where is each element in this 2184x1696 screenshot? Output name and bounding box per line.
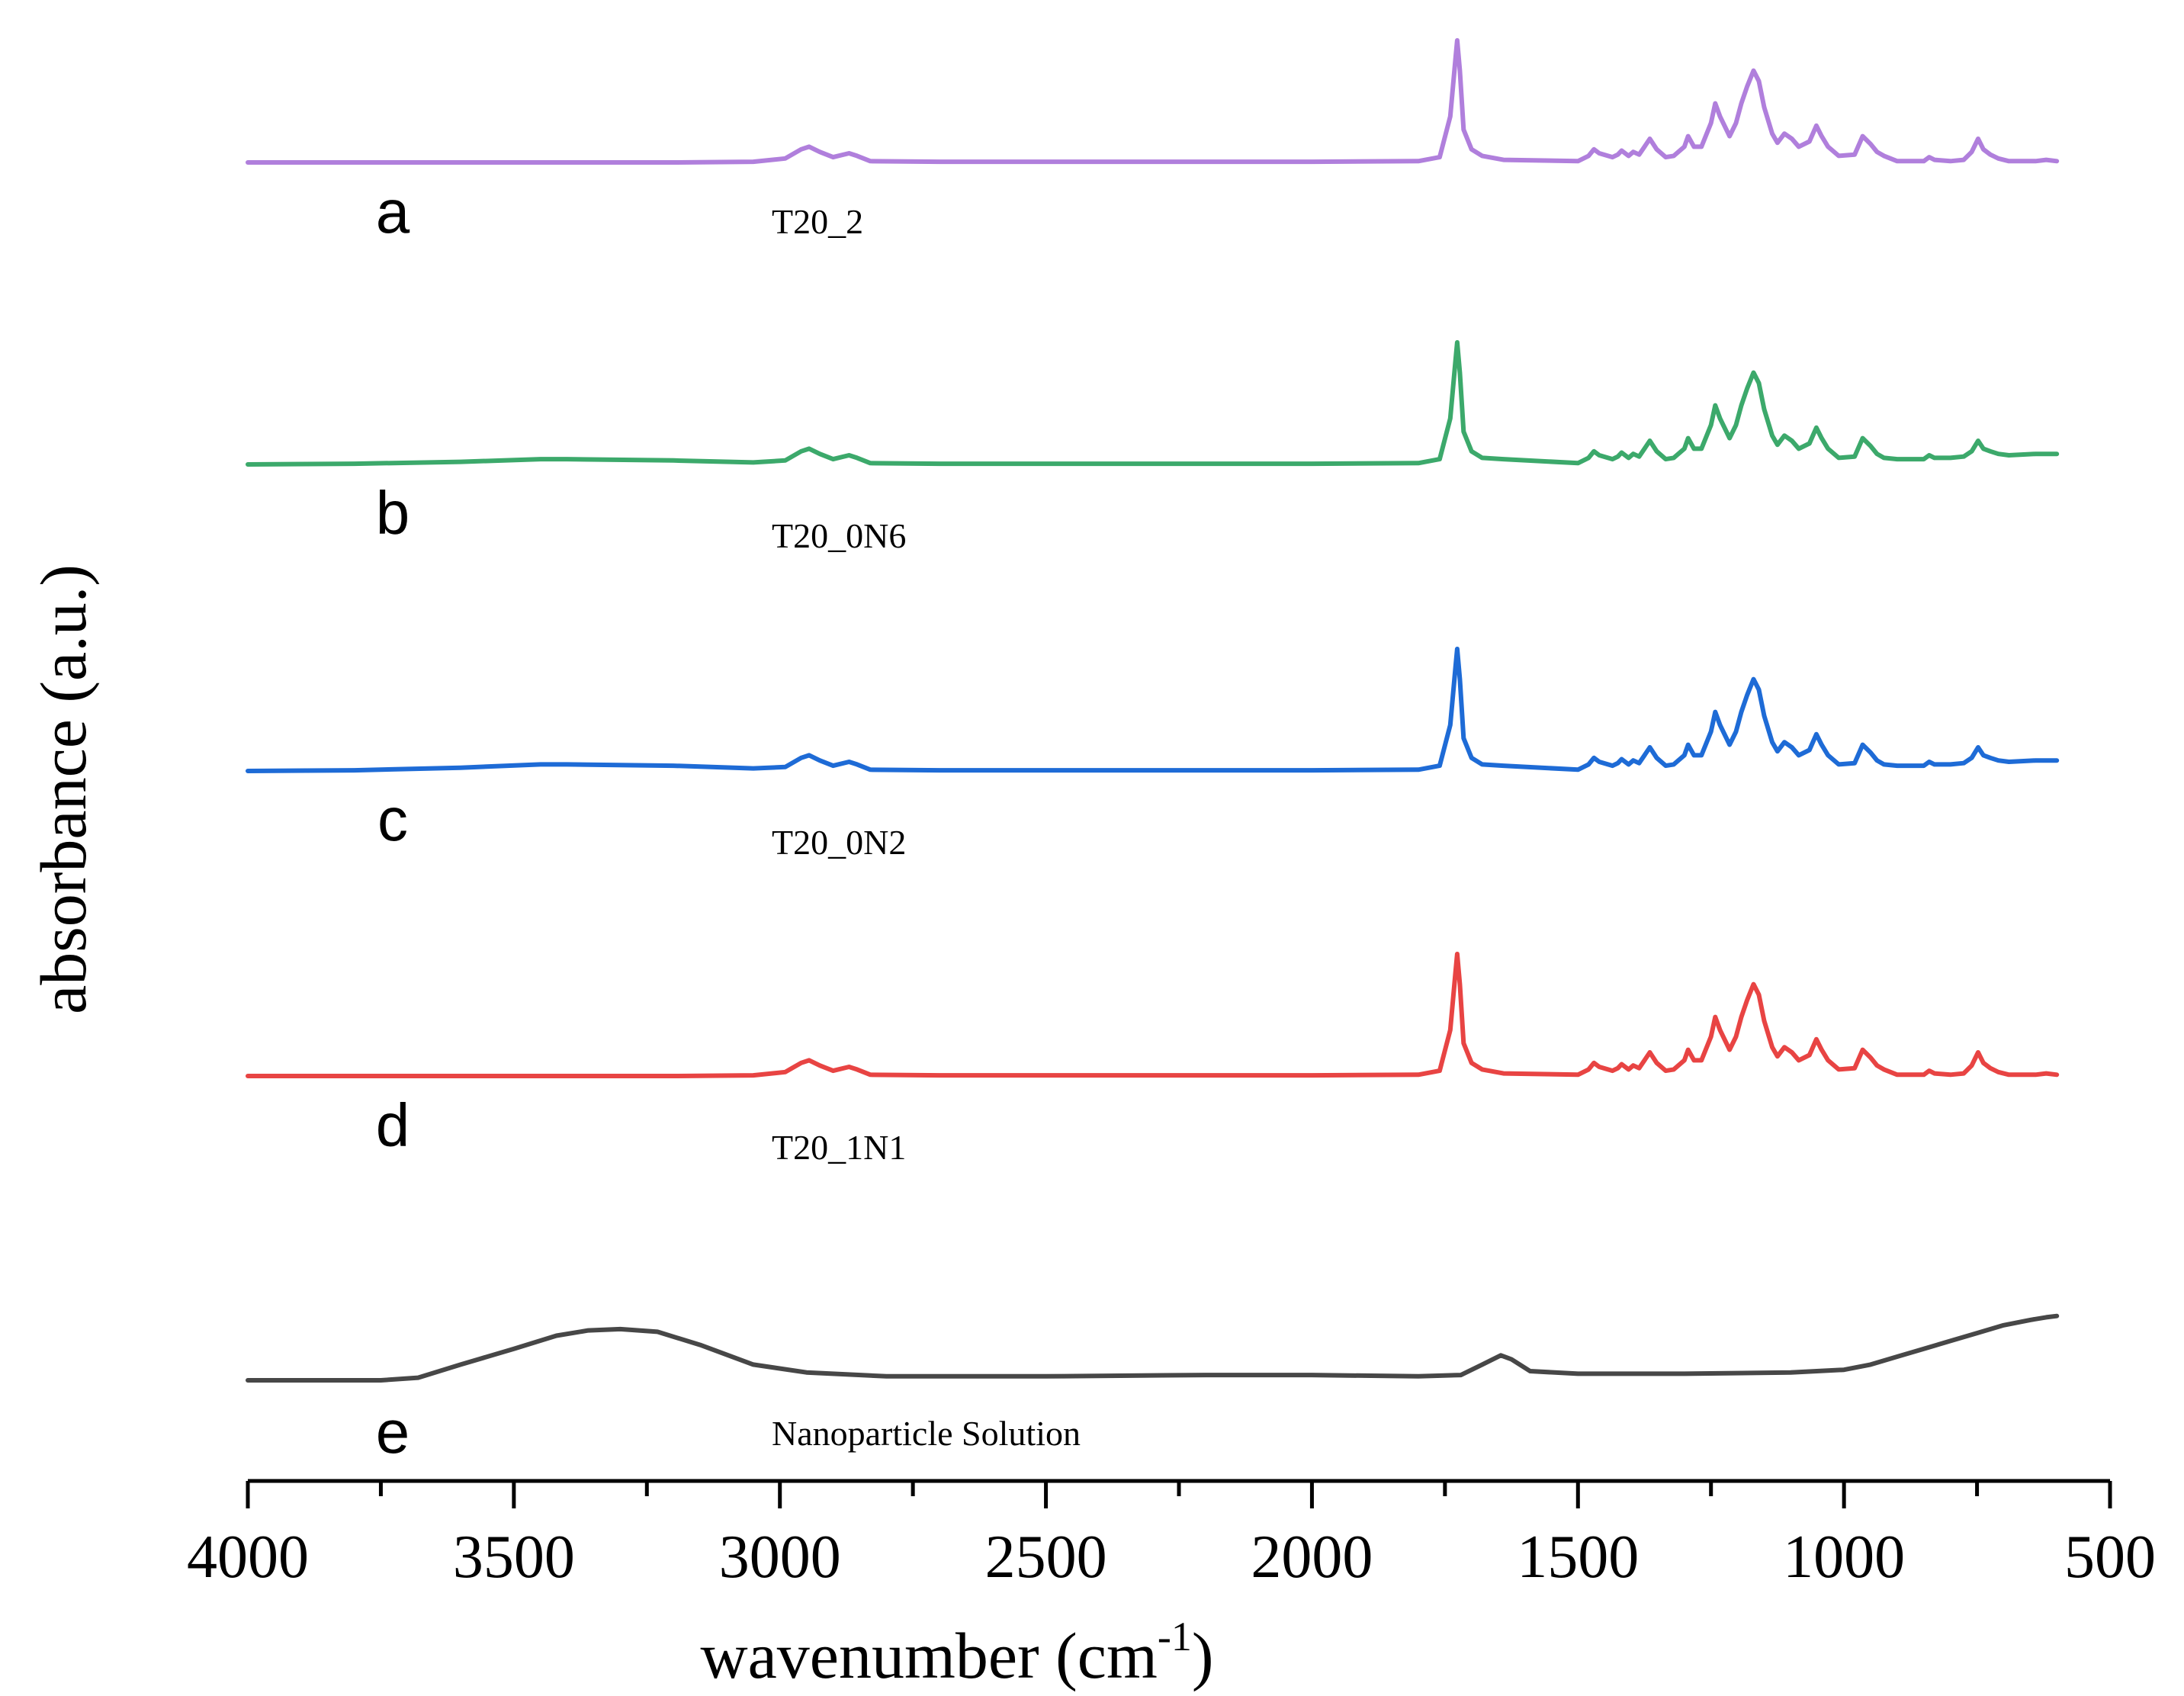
sample-label-e: Nanoparticle Solution: [772, 1414, 1081, 1453]
x-axis-ticks: [246, 1481, 2112, 1508]
sample-labels: T20_2 T20_0N6 T20_0N2 T20_1N1 Nanoparticle S…: [772, 202, 1081, 1453]
x-tick-label-2500: 2500: [985, 1524, 1107, 1591]
trace-e: [246, 1313, 2060, 1383]
sample-label-c: T20_0N2: [772, 823, 906, 862]
trace-b: [246, 340, 2060, 467]
y-axis-title: absorbance (a.u.): [27, 564, 100, 1014]
x-axis: 4000 3500 3000 2500 2000 1500 1000 500: [187, 1479, 2156, 1591]
x-tick-label-1000: 1000: [1783, 1524, 1905, 1591]
x-tick-label-3500: 3500: [453, 1524, 575, 1591]
trace-letter-e: e: [376, 1398, 410, 1466]
trace-c: [246, 647, 2060, 773]
trace-letter-a: a: [376, 178, 410, 246]
x-axis-tick-labels: 4000 3500 3000 2500 2000 1500 1000 500: [187, 1524, 2156, 1591]
x-tick-label-3000: 3000: [719, 1524, 841, 1591]
sample-label-b: T20_0N6: [772, 516, 906, 555]
x-tick-label-4000: 4000: [187, 1524, 309, 1591]
x-tick-label-500: 500: [2064, 1524, 2156, 1591]
x-axis-title: wavenumber (cm-1): [701, 1614, 1214, 1692]
sample-label-a: T20_2: [772, 202, 863, 241]
sample-label-d: T20_1N1: [772, 1128, 906, 1167]
trace-letter-d: d: [376, 1091, 410, 1159]
trace-letter-c: c: [377, 785, 408, 853]
x-tick-label-1500: 1500: [1517, 1524, 1639, 1591]
spectra-traces: [246, 38, 2060, 1383]
trace-d: [246, 952, 2060, 1078]
trace-letters: a b c d e: [376, 178, 410, 1466]
x-tick-label-2000: 2000: [1251, 1524, 1373, 1591]
trace-a: [246, 38, 2060, 165]
trace-letter-b: b: [376, 479, 410, 547]
